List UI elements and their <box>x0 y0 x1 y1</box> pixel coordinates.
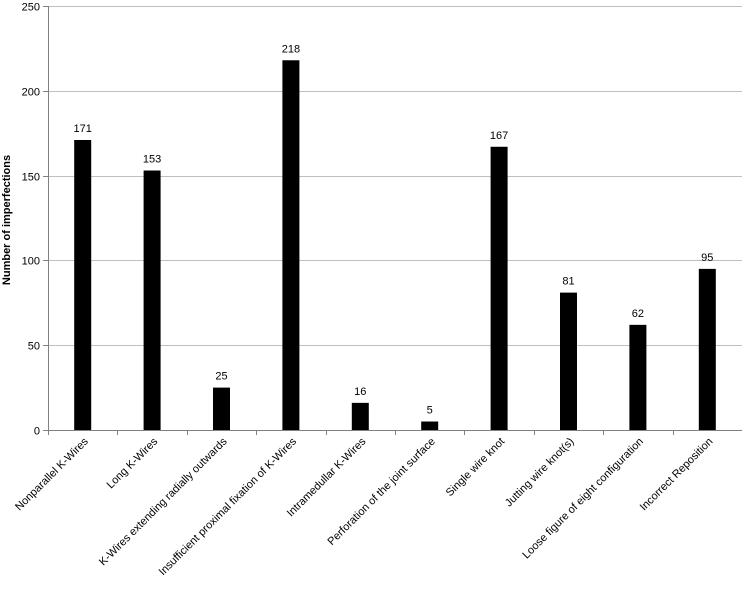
y-tick-label: 200 <box>22 87 40 99</box>
category-label: Incorrect Reposition <box>638 436 716 514</box>
gridlines <box>48 6 742 346</box>
y-tick-label: 150 <box>22 172 40 184</box>
data-label: 95 <box>701 252 713 264</box>
data-label: 171 <box>74 123 92 135</box>
category-label: K-Wires extending radially outwards <box>97 435 230 568</box>
bar <box>74 139 92 430</box>
y-axis: 0 50 100 150 200 250 <box>22 2 49 438</box>
data-label: 25 <box>215 371 227 383</box>
category-label: Jutting wire knot(s) <box>503 436 577 510</box>
category-label: Long K-Wires <box>105 435 161 491</box>
data-label: 62 <box>632 308 644 320</box>
y-tick-label: 100 <box>22 256 40 268</box>
category-label: Loose figure of eight configuration <box>520 436 646 562</box>
y-axis-title: Number of imperfections <box>1 155 13 285</box>
bar <box>421 421 439 430</box>
y-tick-label: 250 <box>22 2 40 14</box>
y-tick-label: 50 <box>28 341 40 353</box>
bar <box>351 402 369 430</box>
y-tick-label: 0 <box>34 426 40 438</box>
category-label: Intramedullar K-Wires <box>285 435 369 519</box>
bar <box>490 146 508 430</box>
bar <box>560 292 577 430</box>
data-labels: 171 153 25 218 16 5 167 81 62 95 <box>74 43 714 416</box>
category-label: Single wire knot <box>444 436 507 499</box>
bar <box>629 324 647 430</box>
bar <box>213 387 230 430</box>
data-label: 5 <box>427 405 433 417</box>
bars <box>74 60 716 430</box>
data-label: 153 <box>143 154 161 166</box>
data-label: 16 <box>354 386 366 398</box>
category-label: Insufficient proximal fixation of K-Wire… <box>157 435 300 578</box>
bar <box>282 60 300 430</box>
data-label: 167 <box>490 130 508 142</box>
data-label: 81 <box>562 276 574 288</box>
bar <box>698 268 716 430</box>
category-label: Nonparallel K-Wires <box>13 435 91 513</box>
bar <box>143 170 161 430</box>
data-label: 218 <box>282 43 300 55</box>
